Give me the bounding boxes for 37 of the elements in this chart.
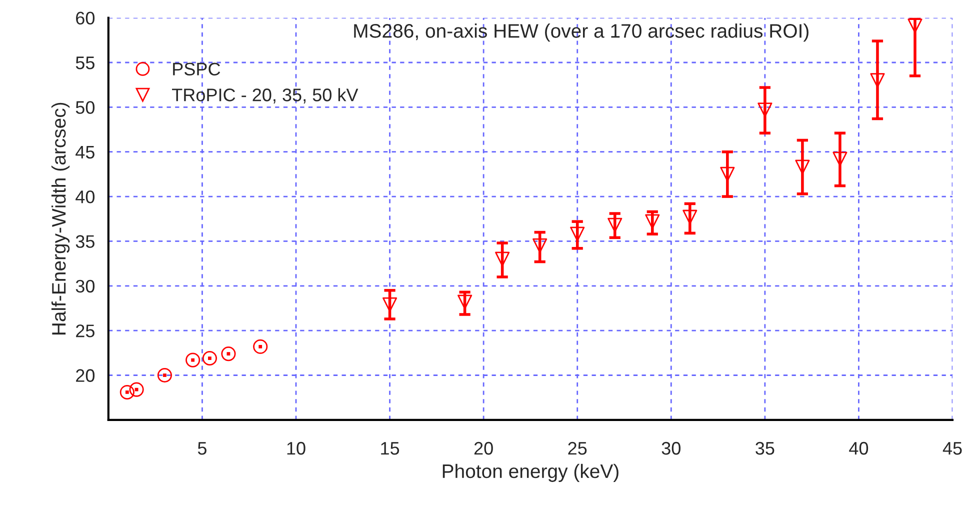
x-tick-label: 35 bbox=[756, 442, 774, 455]
x-tick-label: 15 bbox=[381, 442, 400, 455]
y-tick-label: 35 bbox=[76, 235, 94, 248]
point bbox=[682, 210, 698, 224]
chart-title: MS286, on-axis HEW (over a 170 arcsec radius ROI) bbox=[354, 24, 808, 42]
point bbox=[645, 214, 660, 229]
point bbox=[382, 297, 398, 312]
y-tick-label: 55 bbox=[76, 56, 94, 70]
y-tick-label: 40 bbox=[76, 190, 95, 204]
x-tick-label: 40 bbox=[849, 442, 868, 455]
y-tick-label: 50 bbox=[76, 101, 95, 114]
point bbox=[795, 160, 810, 174]
point bbox=[532, 238, 548, 253]
y-tick-label: 25 bbox=[76, 324, 94, 338]
point bbox=[908, 18, 922, 34]
legend-label: TRoPIC - 20, 35, 50 kV bbox=[172, 88, 358, 104]
point bbox=[720, 166, 735, 182]
x-tick-label: 20 bbox=[474, 442, 493, 455]
y-tick-label: 45 bbox=[76, 146, 94, 159]
y-axis-title: Half-Energy-Width (arcsec) bbox=[51, 102, 70, 334]
y-tick-label: 60 bbox=[76, 12, 95, 25]
x-tick-label: 10 bbox=[287, 442, 306, 455]
point bbox=[570, 226, 585, 242]
y-tick-label: 30 bbox=[76, 280, 95, 293]
x-tick-label: 5 bbox=[198, 442, 206, 455]
point bbox=[495, 252, 510, 266]
x-tick-label: 25 bbox=[568, 442, 587, 455]
point bbox=[870, 73, 885, 88]
point bbox=[608, 218, 622, 232]
x-tick-label: 45 bbox=[942, 442, 962, 455]
x-axis-title: Photon energy (keV) bbox=[442, 464, 618, 482]
point bbox=[758, 102, 772, 118]
y-tick-label: 20 bbox=[76, 369, 95, 382]
x-tick-label: 30 bbox=[662, 442, 680, 455]
point bbox=[832, 152, 848, 166]
legend-label: PSPC bbox=[173, 62, 220, 76]
point bbox=[458, 294, 472, 310]
